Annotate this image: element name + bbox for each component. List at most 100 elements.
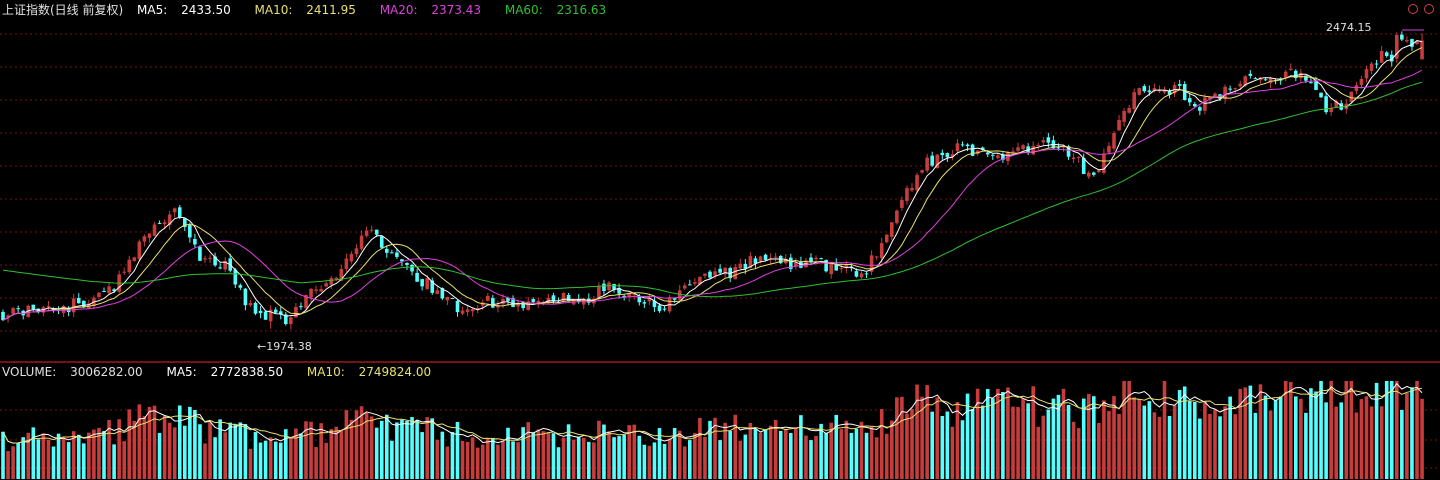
ma60-readout: MA60: 2316.63 (505, 3, 616, 17)
volume-bar (597, 420, 601, 479)
volume-bar (778, 430, 783, 479)
volume-bar (147, 406, 152, 479)
candle-body (1324, 96, 1328, 113)
volume-bar (794, 427, 798, 479)
volume-bar (1051, 398, 1056, 479)
candle-body (1294, 70, 1298, 78)
candle-body (233, 269, 238, 285)
candle-body (905, 188, 909, 201)
candle-body (390, 252, 394, 254)
volume-bar (647, 445, 652, 479)
candle-body (1329, 108, 1333, 113)
volume-bar (1339, 402, 1344, 479)
candle-body (763, 254, 768, 260)
volume-bar (253, 432, 258, 479)
volume-bar (223, 432, 227, 479)
candle-body (1233, 88, 1237, 90)
candle-body (1203, 97, 1207, 111)
volume-bar (900, 396, 904, 479)
volume-value: 3006282.00 (70, 365, 143, 379)
volume-bar (1086, 394, 1091, 479)
candle-body (980, 147, 985, 150)
candle-body (521, 301, 525, 309)
volume-bar (501, 440, 505, 479)
candle-body (1147, 90, 1152, 93)
volume-bar (329, 429, 334, 479)
candle-body (248, 303, 253, 306)
volume-bar (41, 433, 46, 479)
volume-bar (566, 424, 571, 479)
volume-bar (122, 441, 126, 479)
candle-body (1, 311, 5, 321)
candle-body (188, 225, 192, 238)
candle-body (1253, 78, 1258, 80)
volume-bar (1137, 399, 1142, 479)
candle-body (107, 286, 111, 294)
volume-bar (551, 433, 556, 479)
candle-body (773, 256, 778, 258)
volume-bar (1299, 398, 1303, 479)
candle-body (1001, 154, 1005, 160)
volume-bar (895, 397, 899, 479)
volume-bar (21, 437, 25, 479)
volume-bar (587, 441, 591, 479)
candle-body (349, 253, 354, 262)
volume-bar (435, 439, 440, 479)
volume-ma5-label: MA5: (166, 365, 197, 379)
volume-bar (1056, 394, 1061, 479)
volume-bar (602, 424, 606, 479)
volume-bar (905, 413, 909, 479)
candle-body (400, 259, 404, 262)
volume-bar (940, 416, 945, 479)
volume-bar (268, 437, 273, 479)
candle-body (213, 256, 217, 266)
candle-body (561, 292, 566, 302)
volume-bar (839, 429, 844, 479)
volume-bar (859, 421, 864, 479)
candle-body (142, 236, 147, 242)
ma10-value: 2411.95 (306, 3, 356, 17)
candle-body (284, 314, 288, 324)
candle-body (1066, 146, 1071, 157)
volume-bar (1349, 381, 1354, 479)
volume-bar (869, 426, 874, 479)
volume-bar (1071, 421, 1076, 479)
candle-body (778, 255, 783, 264)
candle-body (1102, 153, 1106, 173)
candle-body (1309, 82, 1313, 84)
candle-body (884, 234, 889, 243)
ma20-line (2, 69, 1423, 321)
volume-bar (799, 415, 803, 479)
volume-bar (703, 436, 707, 479)
volume-bar (309, 421, 313, 479)
candle-body (682, 285, 687, 289)
kline-header: 上证指数(日线 前复权) MA5: 2433.50 MA10: 2411.95 … (2, 3, 626, 17)
volume-bar (460, 440, 465, 479)
volume-bar (1076, 428, 1081, 479)
candle-body (435, 290, 440, 295)
candle-body (1405, 39, 1409, 42)
candle-body (1167, 90, 1172, 95)
candle-body (859, 273, 864, 278)
candle-body (470, 309, 475, 312)
volume-bar (97, 427, 101, 479)
candle-body (455, 300, 460, 313)
volume-bar (167, 422, 172, 479)
candle-body (824, 260, 828, 272)
candle-body (1369, 63, 1374, 71)
candle-body (955, 143, 960, 152)
candle-body (486, 295, 490, 301)
volume-ma5-line (2, 382, 1423, 444)
volume-bar (284, 429, 288, 479)
candle-body (16, 308, 20, 310)
volume-bar (162, 415, 167, 479)
candle-body (652, 300, 657, 308)
volume-bar (51, 446, 56, 479)
volume-bar (1273, 399, 1278, 479)
volume-bar (1117, 413, 1121, 479)
candle-body (374, 229, 379, 235)
candle-body (415, 272, 419, 282)
candle-body (920, 170, 924, 173)
close-circle-icon[interactable] (1424, 4, 1434, 14)
settings-circle-icon[interactable] (1408, 4, 1418, 14)
